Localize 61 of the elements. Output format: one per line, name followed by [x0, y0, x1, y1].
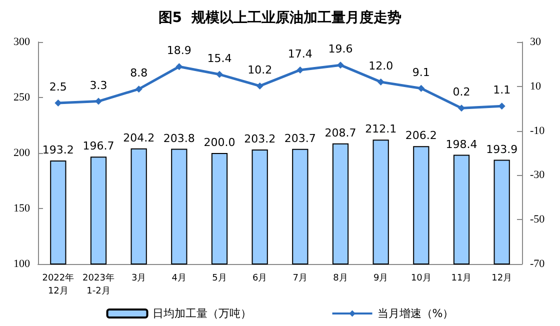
y-tick-label: 300: [14, 36, 30, 48]
data-label: 2.5: [49, 80, 67, 94]
data-label: 9.1: [412, 66, 430, 79]
legend-label: 当月增速（%）: [377, 307, 454, 320]
data-label: 204.2: [123, 131, 155, 144]
x-tick-label: 7月: [292, 274, 308, 284]
data-label: 8.8: [130, 66, 148, 80]
data-label: 193.2: [42, 144, 74, 157]
data-label: 18.9: [166, 44, 192, 58]
x-tick-label: 11月: [451, 274, 472, 284]
data-label: 10.2: [248, 63, 272, 76]
y2-tick-label: -10: [530, 124, 546, 137]
y-tick-label: 100: [14, 258, 30, 270]
data-label: 198.4: [446, 138, 478, 151]
chart-title: 图5 规模以上工业原油加工量月度走势: [158, 9, 402, 26]
point: [95, 98, 102, 105]
data-label: 12.0: [368, 59, 394, 72]
point: [256, 82, 264, 90]
x-tick-label: 12月: [492, 274, 512, 284]
point: [337, 62, 344, 69]
point: [216, 70, 223, 78]
point: [135, 86, 142, 93]
data-label: 206.2: [405, 129, 437, 142]
x-tick-label: 2023年 1-2月: [82, 272, 114, 296]
y-tick-label: 150: [14, 202, 30, 214]
x-tick-label: 3月: [131, 274, 146, 284]
data-label: 19.6: [328, 42, 353, 56]
data-label: 1.1: [493, 84, 511, 97]
x-tick-label: 5月: [212, 274, 227, 284]
point: [377, 78, 384, 86]
y2-tick-label: -30: [530, 169, 546, 182]
y2-tick-label: 10: [530, 80, 542, 92]
point: [296, 66, 304, 74]
data-label: 196.7: [82, 140, 114, 153]
point: [176, 63, 183, 70]
data-label: 3.3: [90, 78, 108, 92]
y2-tick-label: 30: [530, 36, 542, 48]
data-label: 208.7: [324, 126, 356, 140]
x-tick-label: 6月: [252, 274, 268, 284]
data-label: 203.8: [163, 132, 195, 145]
data-label: 212.1: [365, 122, 397, 136]
data-label: 0.2: [452, 86, 470, 99]
data-label: 193.9: [486, 142, 518, 156]
y2-tick-label: -50: [530, 214, 546, 226]
data-label: 15.4: [207, 52, 232, 65]
data-label: 203.2: [244, 132, 276, 146]
y-tick-label: 200: [14, 147, 30, 159]
x-tick-label: 4月: [172, 274, 187, 284]
x-tick-label: 2022年 12月: [42, 272, 74, 296]
y-tick-label: 250: [14, 92, 30, 104]
data-label: 17.4: [288, 47, 312, 60]
point: [418, 84, 425, 92]
legend-label: 日均加工量（万吨）: [152, 307, 252, 320]
data-label: 200.0: [204, 136, 236, 149]
x-tick-label: 9月: [373, 274, 388, 284]
x-tick-label: 8月: [333, 274, 348, 284]
x-tick-label: 10月: [410, 274, 432, 284]
point: [54, 100, 62, 107]
data-label: 203.7: [284, 132, 316, 145]
point: [458, 104, 465, 112]
y2-tick-label: -70: [530, 258, 546, 270]
